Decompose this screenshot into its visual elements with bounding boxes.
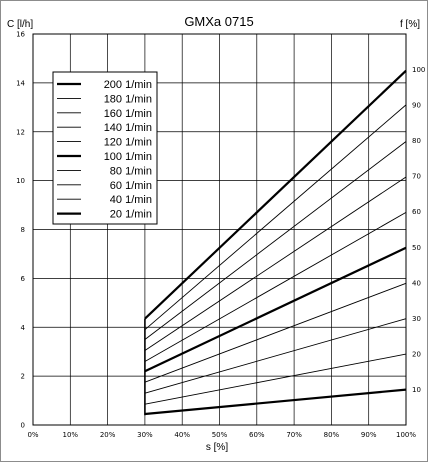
x-tick-label: 100%: [396, 431, 416, 439]
legend-label: 40 1/min: [110, 194, 152, 206]
x-tick-label: 80%: [324, 431, 340, 439]
right-tick-label: 60: [412, 208, 421, 216]
x-tick-label: 30%: [137, 431, 153, 439]
x-tick-label: 0%: [27, 431, 38, 439]
right-axis-title: f [%]: [400, 19, 420, 30]
legend-label: 100 1/min: [104, 151, 152, 163]
legend-box: [52, 71, 158, 225]
right-tick-label: 40: [412, 279, 421, 287]
left-tick-label: 4: [21, 324, 26, 332]
x-tick-labels: 0% 10% 20% 30% 40% 50% 60% 70% 80% 90% 100%: [27, 431, 416, 439]
left-tick-label: 10: [16, 177, 25, 185]
right-tick-label: 10: [412, 386, 421, 394]
x-tick-label: 20%: [100, 431, 116, 439]
series-line-20-1-min: [144, 388, 407, 416]
left-tick-labels: 0 2 4 6 8 10 12 14 16: [16, 31, 25, 430]
legend-label: 160 1/min: [104, 108, 152, 120]
legend-label: 60 1/min: [110, 180, 152, 192]
series-line-120-1-min: [144, 212, 407, 362]
x-tick-label: 90%: [361, 431, 377, 439]
right-tick-label: 100: [412, 66, 425, 74]
series-line-60-1-min: [144, 318, 407, 394]
left-tick-label: 6: [21, 275, 26, 283]
left-axis-title: C [l/h]: [7, 19, 33, 30]
x-tick-label: 40%: [174, 431, 190, 439]
left-tick-label: 14: [16, 79, 25, 87]
right-tick-labels: 10 20 30 40 50 60 70 80 90 100: [412, 66, 425, 394]
x-axis-title: s [%]: [206, 442, 228, 453]
x-tick-label: 50%: [212, 431, 228, 439]
x-tick-label: 60%: [249, 431, 265, 439]
x-tick-label: 70%: [286, 431, 302, 439]
right-tick-label: 90: [412, 102, 421, 110]
series-line-80-1-min: [144, 282, 407, 383]
series-line-100-1-min: [144, 246, 407, 373]
right-tick-label: 20: [412, 350, 421, 358]
legend-label: 180 1/min: [104, 93, 152, 105]
right-tick-label: 80: [412, 137, 421, 145]
legend-label: 80 1/min: [110, 165, 152, 177]
series-line-40-1-min: [144, 353, 407, 405]
plot-frame: [32, 33, 407, 426]
left-tick-label: 0: [21, 422, 25, 430]
series-line-200-1-min: [144, 69, 407, 320]
legend-label: 200 1/min: [104, 79, 152, 91]
legend: 200 1/min 180 1/min 160 1/min 140 1/min 120 …: [52, 71, 158, 225]
legend-label: 140 1/min: [104, 122, 152, 134]
x-tick-label: 10%: [63, 431, 79, 439]
series-line-140-1-min: [144, 176, 407, 351]
series-line-160-1-min: [144, 141, 407, 340]
left-tick-label: 2: [21, 373, 25, 381]
left-tick-label: 8: [21, 226, 25, 234]
legend-label: 20 1/min: [110, 209, 152, 221]
chart-title: GMXa 0715: [184, 14, 253, 29]
left-tick-label: 12: [16, 128, 25, 136]
right-tick-label: 50: [412, 244, 421, 252]
right-tick-label: 30: [412, 315, 421, 323]
series-lines: [144, 69, 407, 416]
series-line-180-1-min: [144, 104, 407, 331]
legend-label: 120 1/min: [104, 137, 152, 149]
left-tick-label: 16: [16, 31, 25, 39]
right-tick-label: 70: [412, 173, 421, 181]
